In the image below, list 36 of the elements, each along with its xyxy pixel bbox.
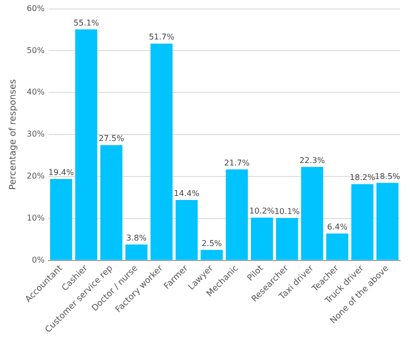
data-label: 18.5% [374,172,401,181]
bar [226,169,248,260]
y-axis-title: Percentage of responses [8,78,19,190]
data-label: 2.5% [202,238,222,248]
y-tick-label: 0% [32,255,45,264]
data-label: 51.7% [148,32,175,42]
bar [376,182,398,260]
data-label: 55.1% [74,18,100,28]
y-tick-label: 60% [26,4,45,13]
bar [100,145,122,260]
data-label: 10.2% [249,206,276,216]
data-label: 27.5% [98,134,124,144]
data-label: 6.4% [327,222,348,232]
y-tick-label: 50% [26,46,45,55]
data-label: 14.4% [174,189,200,198]
y-tick-label: 20% [26,172,45,181]
data-label: 10.1% [274,207,300,216]
data-label: 21.7% [224,158,250,168]
bar [250,218,273,260]
bar [351,184,374,260]
bar [125,244,148,260]
y-tick-label: 40% [26,88,45,97]
y-tick-label: 30% [26,130,45,139]
bar [200,250,223,260]
bar [301,166,324,260]
bar [176,200,198,260]
bar [326,234,348,260]
bar [276,218,298,260]
data-label: 19.4% [48,168,74,178]
bar [75,29,98,260]
data-label: 22.3% [299,156,326,165]
bar [150,44,173,260]
data-label: 3.8% [126,234,147,243]
data-label: 18.2% [350,173,376,182]
y-tick-label: 10% [26,214,45,223]
bar [50,179,72,260]
